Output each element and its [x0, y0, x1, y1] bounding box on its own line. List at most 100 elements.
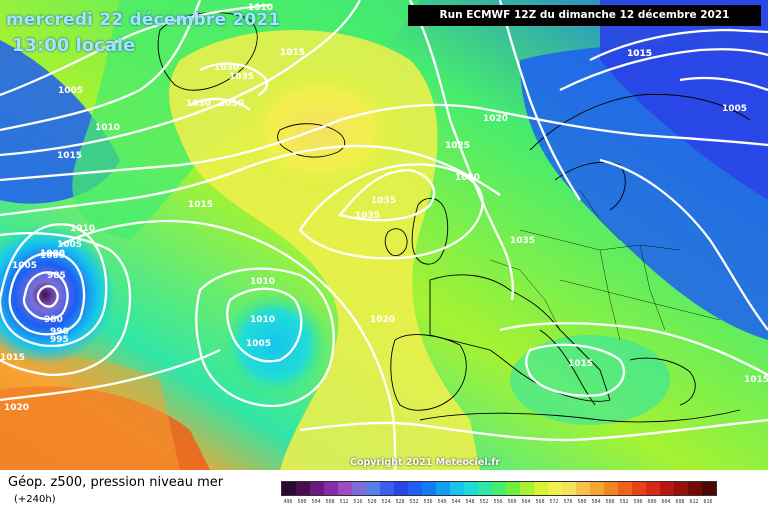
color-scale-bar	[281, 481, 717, 496]
ridge-core	[235, 65, 405, 195]
scale-tick-label: 540	[437, 499, 447, 505]
isobar-line	[525, 343, 626, 397]
scale-swatch	[464, 482, 478, 495]
scale-tick-label: 604	[661, 499, 671, 505]
scale-swatch	[282, 482, 296, 495]
isobar-line	[22, 271, 69, 321]
isobar-value-label: 1015	[627, 49, 652, 59]
isobar-value-label: 1010	[70, 224, 95, 234]
isobar-value-label: 1035	[229, 72, 254, 82]
scale-swatch	[422, 482, 436, 495]
greece-turkey-coast	[629, 357, 696, 406]
isobar-value-label: 1010	[250, 277, 275, 287]
isobar-value-label: 1020	[370, 315, 395, 325]
isobar-value-label: 1015	[57, 151, 82, 161]
scandinavia-coast	[529, 94, 751, 151]
scale-swatch	[296, 482, 310, 495]
scale-swatch	[506, 482, 520, 495]
scale-swatch	[534, 482, 548, 495]
isobar-value-label: 1030	[455, 173, 480, 183]
isobar-line	[0, 3, 271, 97]
isobar-line	[195, 267, 335, 408]
isobar-value-label: 1015	[0, 353, 25, 363]
scale-swatch	[310, 482, 324, 495]
run-info-box: Run ECMWF 12Z du dimanche 12 décembre 20…	[408, 5, 761, 26]
scale-swatch	[520, 482, 534, 495]
legend-lead-time: (+240h)	[14, 494, 56, 505]
isobar-value-label: 985	[47, 271, 66, 281]
border-c	[559, 279, 721, 321]
scale-swatch	[492, 482, 506, 495]
isobar-value-label: 1025	[445, 141, 470, 151]
isobar-line	[499, 322, 768, 377]
isobar-value-label: 1030	[186, 99, 211, 109]
isobar-line	[0, 223, 108, 348]
isobar-value-label: 980	[44, 315, 63, 325]
isobar-line	[337, 168, 436, 222]
scale-swatch	[660, 482, 674, 495]
scale-tick-label: 548	[465, 499, 475, 505]
atlantic-cutoff-low	[220, 290, 330, 400]
scale-tick-label: 512	[339, 499, 349, 505]
baltic-coast	[554, 161, 626, 211]
isobar-value-label: 1035	[355, 211, 380, 221]
france-coast	[429, 274, 611, 402]
scale-tick-label: 580	[577, 499, 587, 505]
scale-swatch	[674, 482, 688, 495]
country-borders	[489, 189, 721, 341]
isobar-line	[0, 348, 221, 402]
isobar-line	[59, 219, 397, 470]
isobar-value-label: 1025	[445, 141, 470, 151]
isobar-value-label: 1035	[371, 196, 396, 206]
scale-swatch	[562, 482, 576, 495]
scale-tick-label: 576	[563, 499, 573, 505]
isobar-line	[589, 28, 768, 62]
forecast-time: 13:00 locale	[12, 35, 136, 56]
isobar-line	[408, 0, 514, 301]
north-africa-coast	[419, 409, 741, 423]
isobar-value-label: 1005	[58, 86, 83, 96]
isobar-value-label: 1010	[250, 315, 275, 325]
scale-tick-label: 536	[423, 499, 433, 505]
isobar-line	[0, 0, 202, 132]
scale-swatch	[324, 482, 338, 495]
scale-tick-label: 516	[353, 499, 363, 505]
isobar-line	[298, 163, 484, 260]
scale-swatch	[338, 482, 352, 495]
scale-tick-label: 560	[507, 499, 517, 505]
scale-tick-label: 616	[703, 499, 713, 505]
weather-map: 1010 1015 1030 1035 1030 1030 1015 1010 1005 1010…	[0, 0, 768, 470]
border-f	[579, 189, 621, 241]
isobar-line	[8, 251, 86, 336]
isobar-value-label: 1020	[483, 114, 508, 124]
scale-tick-label: 564	[521, 499, 531, 505]
scale-swatch	[352, 482, 366, 495]
isobar-value-label: 1015	[188, 200, 213, 210]
isobar-line	[36, 285, 59, 308]
isobar-value-label: 1005	[57, 240, 82, 250]
scale-tick-label: 524	[381, 499, 391, 505]
copyright-notice: Copyright 2021 Meteociel.fr	[350, 457, 501, 468]
isobar-line	[599, 158, 768, 331]
isobar-value-label: 1000	[40, 249, 65, 259]
scale-swatch	[408, 482, 422, 495]
scale-tick-label: 544	[451, 499, 461, 505]
scale-tick-label: 572	[549, 499, 559, 505]
scale-swatch	[646, 482, 660, 495]
scale-swatch	[604, 482, 618, 495]
isobar-value-label: 1015	[568, 359, 593, 369]
isobar-value-label: 995	[50, 335, 69, 345]
isobar-line	[0, 0, 362, 157]
scale-swatch	[576, 482, 590, 495]
color-scale-ticks: 496 500 504 508 512 516 520 524 528 532 536 540 544 5…	[281, 499, 715, 505]
scale-tick-label: 504	[311, 499, 321, 505]
scale-tick-label: 608	[675, 499, 685, 505]
isobar-value-label: 990	[50, 327, 69, 337]
isobar-value-label: 1020	[4, 403, 29, 413]
scale-tick-label: 552	[479, 499, 489, 505]
border-a	[489, 259, 561, 331]
iberia-coast	[390, 334, 467, 411]
ireland-coast	[384, 228, 408, 257]
great-britain-coast	[411, 198, 449, 265]
